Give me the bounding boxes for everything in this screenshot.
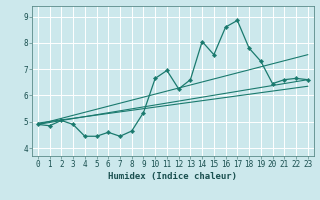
X-axis label: Humidex (Indice chaleur): Humidex (Indice chaleur): [108, 172, 237, 181]
